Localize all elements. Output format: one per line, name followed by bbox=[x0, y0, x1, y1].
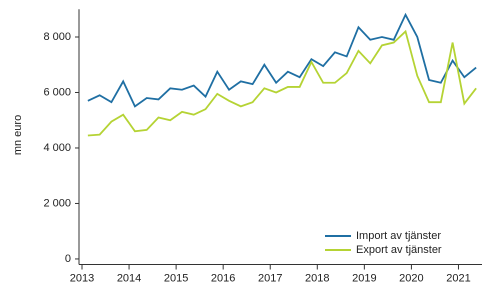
y-tick-label: 8 000 bbox=[43, 31, 71, 43]
y-tick-label: 0 bbox=[65, 253, 71, 265]
x-tick-label: 2015 bbox=[164, 272, 188, 284]
x-tick-label: 2018 bbox=[305, 272, 329, 284]
y-axis-label: mn euro bbox=[12, 115, 24, 155]
x-tick-label: 2019 bbox=[352, 272, 376, 284]
y-tick-label: 2 000 bbox=[43, 197, 71, 209]
x-tick-label: 2014 bbox=[117, 272, 141, 284]
x-tick-label: 2020 bbox=[399, 272, 423, 284]
legend-label: Export av tjänster bbox=[356, 244, 442, 256]
y-tick-label: 6 000 bbox=[43, 86, 71, 98]
x-tick-label: 2021 bbox=[446, 272, 470, 284]
x-tick-label: 2016 bbox=[211, 272, 235, 284]
legend-label: Import av tjänster bbox=[356, 230, 441, 242]
series-line bbox=[87, 29, 477, 137]
x-tick-label: 2013 bbox=[70, 272, 94, 284]
y-tick-label: 4 000 bbox=[43, 142, 71, 154]
series-line bbox=[87, 12, 477, 108]
x-tick-label: 2017 bbox=[258, 272, 282, 284]
